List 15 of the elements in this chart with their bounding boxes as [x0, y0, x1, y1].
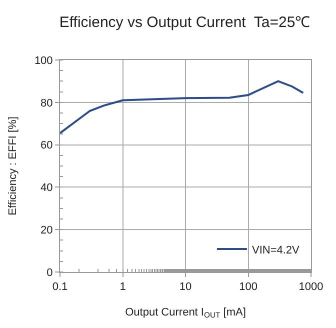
y-tick-label: 100 [34, 54, 53, 67]
y-tick-label: 60 [40, 140, 53, 152]
y-tick-label: 80 [40, 97, 53, 110]
x-tick-label: 10 [179, 281, 192, 294]
y-tick-label: 0 [46, 266, 53, 279]
x-tick-label: 1000 [298, 281, 324, 294]
y-tick-label: 40 [40, 182, 53, 194]
x-axis-title: Output Current I$_{OUT}$ [mA] [125, 306, 246, 320]
chart-title: Efficiency vs Output Current Ta=25℃ [59, 14, 310, 31]
y-tick-label: 20 [40, 224, 53, 236]
y-axis-title: Efficiency : EFFI [%] [7, 116, 20, 216]
x-tick-label: 1 [120, 281, 126, 294]
legend-label: VIN=4.2V [252, 244, 300, 256]
x-tick-label: 100 [239, 281, 258, 294]
x-tick-label: 0.1 [52, 281, 68, 294]
